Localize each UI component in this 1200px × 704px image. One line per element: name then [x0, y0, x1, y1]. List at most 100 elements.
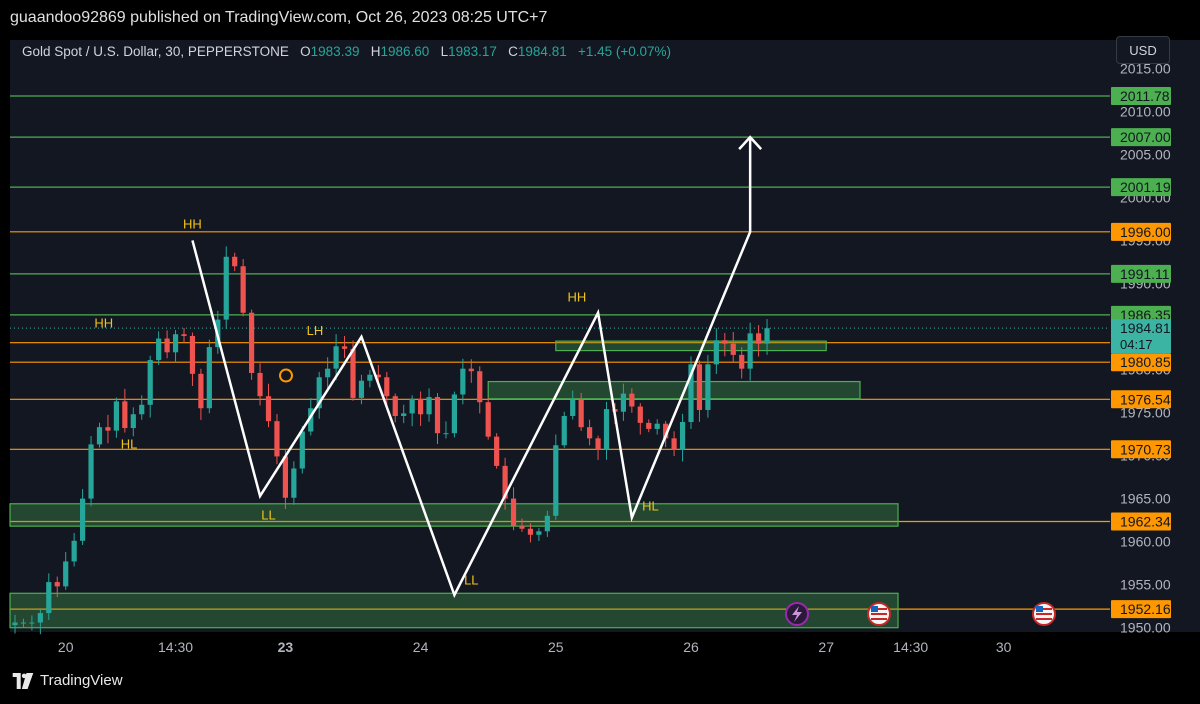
alert-marker-icon[interactable]	[279, 368, 293, 383]
support-zone[interactable]	[487, 380, 861, 400]
candle-body[interactable]	[494, 436, 500, 466]
candle-body[interactable]	[637, 406, 643, 423]
candle-body[interactable]	[240, 266, 246, 313]
candle-body[interactable]	[164, 338, 170, 353]
currency-button[interactable]: USD	[1116, 36, 1170, 64]
candle-body[interactable]	[54, 582, 60, 587]
candle-body[interactable]	[249, 312, 255, 373]
us-flag-event-icon[interactable]	[867, 602, 891, 626]
lightning-event-icon[interactable]	[785, 602, 809, 626]
candle-body[interactable]	[485, 402, 491, 437]
candle-body[interactable]	[739, 354, 745, 369]
candle-body[interactable]	[764, 328, 770, 344]
projection-path-line[interactable]	[191, 137, 752, 599]
candle-body[interactable]	[223, 256, 229, 320]
candle-body[interactable]	[620, 393, 626, 412]
candle-body[interactable]	[257, 372, 263, 397]
candle-body[interactable]	[502, 465, 508, 499]
support-zone[interactable]	[9, 592, 899, 629]
candle-body[interactable]	[451, 394, 457, 434]
candle-body[interactable]	[37, 613, 43, 623]
candle-body[interactable]	[367, 374, 373, 381]
candle-body[interactable]	[139, 404, 145, 415]
candle-body[interactable]	[384, 377, 390, 397]
candle-body[interactable]	[663, 423, 669, 439]
candle-body[interactable]	[544, 515, 550, 532]
candle-body[interactable]	[299, 431, 305, 469]
candle-body[interactable]	[105, 427, 111, 431]
candle-body[interactable]	[291, 468, 297, 498]
candle-body[interactable]	[96, 427, 103, 445]
candle-body[interactable]	[29, 622, 35, 624]
candle-body[interactable]	[392, 396, 398, 416]
candle-body[interactable]	[671, 438, 677, 450]
candle-body[interactable]	[12, 622, 18, 626]
candle-body[interactable]	[679, 422, 686, 450]
candle-body[interactable]	[71, 540, 77, 562]
candle-body[interactable]	[629, 393, 635, 407]
candle-body[interactable]	[130, 414, 136, 429]
candle-body[interactable]	[63, 561, 69, 587]
candle-body[interactable]	[603, 409, 610, 450]
candle-body[interactable]	[418, 398, 424, 415]
candle-body[interactable]	[46, 582, 52, 614]
candle-body[interactable]	[460, 368, 466, 395]
candle-body[interactable]	[730, 343, 736, 355]
candle-body[interactable]	[156, 338, 162, 361]
candle-body[interactable]	[282, 456, 288, 498]
candle-body[interactable]	[265, 396, 272, 422]
candle-body[interactable]	[578, 399, 584, 428]
candle-body[interactable]	[553, 445, 559, 516]
brand[interactable]: TradingView	[12, 672, 123, 689]
candle-body[interactable]	[510, 498, 517, 527]
candle-body[interactable]	[274, 421, 280, 457]
candle-body[interactable]	[688, 364, 694, 423]
candle-body[interactable]	[536, 531, 542, 535]
candle-body[interactable]	[654, 423, 660, 429]
candle-body[interactable]	[477, 371, 483, 403]
candle-body[interactable]	[113, 401, 119, 431]
candle-body[interactable]	[232, 256, 238, 267]
candle-body[interactable]	[756, 333, 762, 344]
candle-body[interactable]	[595, 438, 601, 450]
candle-body[interactable]	[20, 622, 27, 624]
candle-body[interactable]	[561, 415, 567, 446]
candle-body[interactable]	[325, 368, 331, 378]
support-zone[interactable]	[555, 340, 827, 352]
candle-body[interactable]	[350, 348, 356, 398]
candle-body[interactable]	[147, 360, 153, 405]
candle-body[interactable]	[172, 334, 179, 353]
candle-body[interactable]	[80, 498, 86, 541]
us-flag-event-icon[interactable]	[1032, 602, 1056, 626]
candle-body[interactable]	[333, 346, 339, 369]
candle-body[interactable]	[426, 397, 432, 415]
candle-body[interactable]	[316, 377, 322, 409]
candle-body[interactable]	[308, 408, 314, 432]
candle-body[interactable]	[527, 528, 534, 535]
candle-body[interactable]	[519, 526, 525, 529]
candle-body[interactable]	[443, 433, 449, 435]
candle-body[interactable]	[434, 397, 441, 434]
candle-body[interactable]	[747, 333, 753, 369]
support-zone[interactable]	[9, 503, 899, 527]
candle-body[interactable]	[198, 373, 204, 409]
candle-body[interactable]	[189, 335, 196, 374]
candle-body[interactable]	[696, 364, 703, 410]
candle-body[interactable]	[646, 422, 652, 429]
candle-body[interactable]	[375, 374, 381, 378]
candle-body[interactable]	[181, 334, 187, 336]
candle-body[interactable]	[88, 444, 94, 499]
candle-body[interactable]	[705, 364, 711, 410]
candle-body[interactable]	[122, 401, 128, 429]
candle-body[interactable]	[206, 347, 212, 409]
candle-body[interactable]	[587, 427, 593, 439]
candle-body[interactable]	[409, 398, 415, 414]
candle-body[interactable]	[401, 413, 407, 416]
candle-body[interactable]	[713, 340, 719, 365]
candle-body[interactable]	[722, 340, 728, 344]
candle-body[interactable]	[358, 380, 365, 398]
candle-body[interactable]	[341, 346, 348, 349]
candle-body[interactable]	[468, 368, 474, 372]
candle-body[interactable]	[570, 399, 576, 416]
